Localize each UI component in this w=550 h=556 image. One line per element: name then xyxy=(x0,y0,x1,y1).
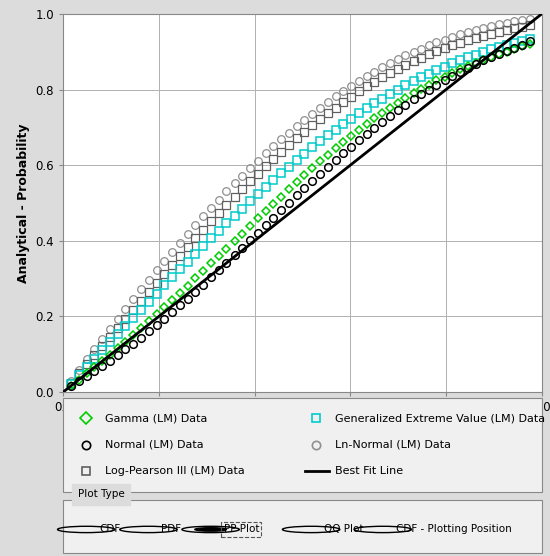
Text: PDF: PDF xyxy=(161,524,182,534)
Text: QQ Plot: QQ Plot xyxy=(324,524,364,534)
Text: Normal (LM) Data: Normal (LM) Data xyxy=(106,440,204,450)
Text: Gamma (LM) Data: Gamma (LM) Data xyxy=(106,413,208,423)
Text: Ln-Normal (LM) Data: Ln-Normal (LM) Data xyxy=(335,440,451,450)
Text: Plot Type: Plot Type xyxy=(78,489,124,499)
Text: PP Plot: PP Plot xyxy=(223,524,259,534)
Text: Best Fit Line: Best Fit Line xyxy=(335,466,403,476)
Text: CDF - Plotting Position: CDF - Plotting Position xyxy=(396,524,512,534)
Text: Log-Pearson III (LM) Data: Log-Pearson III (LM) Data xyxy=(106,466,245,476)
Text: CDF: CDF xyxy=(99,524,120,534)
Y-axis label: Analytical - Probability: Analytical - Probability xyxy=(17,123,30,282)
FancyBboxPatch shape xyxy=(63,398,542,492)
X-axis label: Observed - Probability: Observed - Probability xyxy=(224,420,381,433)
Text: Generalized Extreme Value (LM) Data: Generalized Extreme Value (LM) Data xyxy=(335,413,545,423)
FancyBboxPatch shape xyxy=(63,500,542,553)
Circle shape xyxy=(195,528,227,531)
